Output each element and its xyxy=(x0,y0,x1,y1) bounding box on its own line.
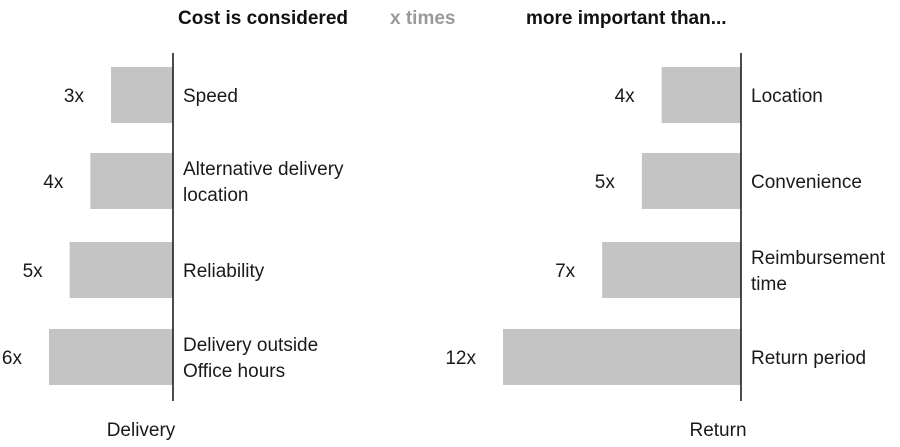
delivery-value-label-2: 4x xyxy=(43,172,64,193)
header-text-2: x times xyxy=(390,8,455,29)
delivery-bar-1 xyxy=(111,67,173,123)
return-category-label-1: Location xyxy=(751,86,823,107)
return-category-label-3: Reimbursement time xyxy=(751,248,886,295)
delivery-bar-3 xyxy=(69,242,173,298)
delivery-category-label-3: Reliability xyxy=(183,261,265,282)
return-category-label-2: Convenience xyxy=(751,172,862,193)
header-text-3: more important than... xyxy=(526,8,727,29)
return-bar-3 xyxy=(602,242,741,298)
return-bar-1 xyxy=(661,67,741,123)
header-text-1: Cost is considered xyxy=(178,8,348,29)
delivery-value-label-1: 3x xyxy=(64,86,85,107)
delivery-bar-4 xyxy=(49,329,173,385)
return-bar-4 xyxy=(503,329,741,385)
return-category-label-4: Return period xyxy=(751,348,866,369)
return-value-label-1: 4x xyxy=(615,86,636,107)
delivery-category-label-4: Delivery outside Office hours xyxy=(183,335,318,382)
delivery-value-label-3: 5x xyxy=(23,261,44,282)
return-value-label-4: 12x xyxy=(445,348,476,369)
delivery-category-label-2: Alternative delivery location xyxy=(183,159,344,206)
return-value-label-2: 5x xyxy=(595,172,616,193)
return-value-label-3: 7x xyxy=(555,261,576,282)
return-axis-title: Return xyxy=(689,420,746,441)
delivery-category-label-1: Speed xyxy=(183,86,238,107)
return-bar-2 xyxy=(641,153,741,209)
delivery-value-label-4: 6x xyxy=(2,348,23,369)
delivery-bar-2 xyxy=(90,153,173,209)
delivery-axis-title: Delivery xyxy=(107,420,176,441)
